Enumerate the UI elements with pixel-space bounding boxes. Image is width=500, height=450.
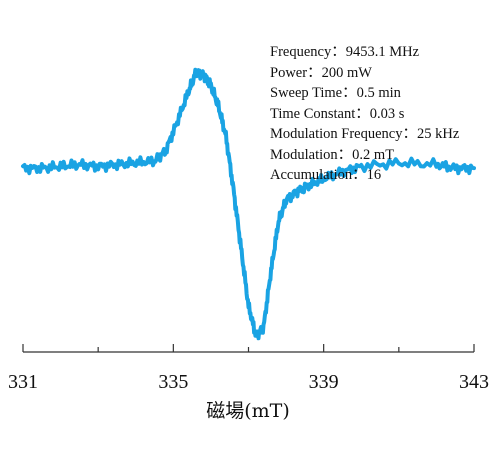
param-value: 200 mW bbox=[321, 64, 372, 81]
param-modulation-frequency: Modulation Frequency：25 kHz bbox=[270, 124, 459, 145]
param-separator: ： bbox=[355, 105, 370, 122]
param-label: Power bbox=[270, 64, 308, 81]
param-modulation: Modulation：0.2 mT bbox=[270, 145, 459, 166]
x-axis-title: 磁場(mT) bbox=[206, 400, 290, 422]
trace-layer bbox=[21, 67, 476, 341]
param-separator: ： bbox=[331, 44, 346, 60]
param-separator: ： bbox=[402, 126, 418, 142]
x-tick-label: 339 bbox=[309, 371, 339, 393]
param-value: 0.5 min bbox=[356, 85, 401, 101]
param-value: 0.03 s bbox=[369, 105, 405, 122]
spectrum-trace bbox=[21, 67, 476, 341]
param-separator: ： bbox=[307, 64, 322, 81]
param-separator: ： bbox=[337, 146, 353, 163]
x-tick-label: 331 bbox=[8, 371, 38, 393]
param-label: Accumulation bbox=[270, 167, 353, 183]
param-label: Frequency bbox=[270, 44, 332, 60]
param-label: Time Constant bbox=[270, 105, 356, 122]
measurement-parameters: Frequency：9453.1 MHz Power：200 mW Sweep … bbox=[270, 42, 459, 186]
param-separator: ： bbox=[352, 167, 367, 183]
x-tick-label: 335 bbox=[158, 371, 188, 393]
x-axis: 331 335 339 343 bbox=[8, 344, 489, 393]
param-power: Power：200 mW bbox=[270, 63, 459, 84]
param-value: 25 kHz bbox=[417, 126, 460, 142]
param-accumulation: Accumulation：16 bbox=[270, 165, 459, 186]
param-sweep-time: Sweep Time：0.5 min bbox=[270, 83, 459, 104]
x-tick-label: 343 bbox=[459, 371, 489, 393]
param-label: Sweep Time bbox=[270, 85, 343, 101]
param-value: 9453.1 MHz bbox=[345, 44, 420, 60]
param-label: Modulation bbox=[270, 146, 338, 163]
param-separator: ： bbox=[342, 85, 357, 101]
param-frequency: Frequency：9453.1 MHz bbox=[270, 42, 459, 63]
param-label: Modulation Frequency bbox=[270, 126, 403, 142]
param-time-constant: Time Constant：0.03 s bbox=[270, 104, 459, 125]
param-value: 0.2 mT bbox=[352, 146, 395, 163]
param-value: 16 bbox=[366, 167, 382, 183]
